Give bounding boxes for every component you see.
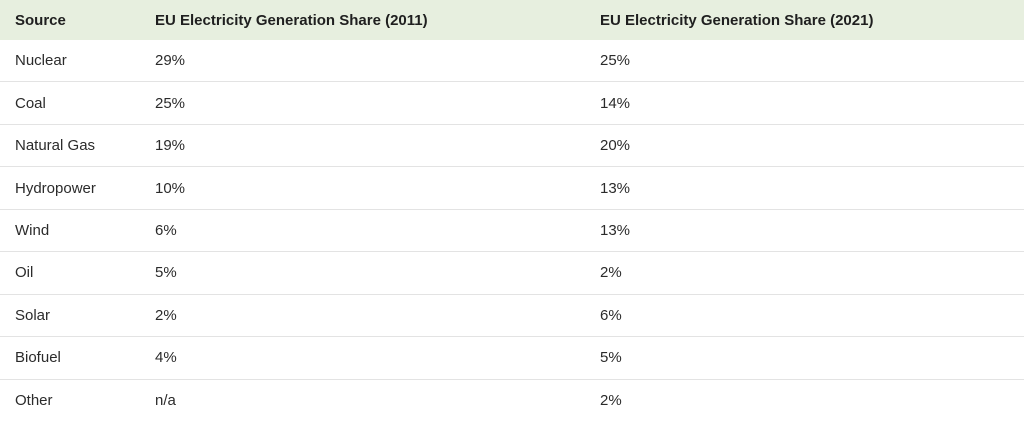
table-cell: Oil [15, 264, 34, 282]
table-cell: 13% [600, 179, 631, 197]
table-cell: Wind [15, 221, 50, 239]
table-cell: Biofuel [15, 349, 61, 367]
table-cell: 25% [600, 52, 631, 70]
table-cell: Other [15, 391, 53, 409]
table-cell: 19% [155, 137, 186, 155]
header-row: Source EU Electricity Generation Share (2… [0, 0, 1024, 40]
table-cell: 6% [155, 221, 177, 239]
table-cell: 2% [155, 306, 177, 324]
table-cell: 2% [600, 391, 622, 409]
table-row: Hydropower 10% 13% [0, 167, 1024, 210]
table-row: Wind 6% 13% [0, 210, 1024, 253]
header-cell: Source [15, 11, 66, 29]
table-cell: Natural Gas [15, 137, 96, 155]
table-cell: Hydropower [15, 179, 96, 197]
table-cell: 14% [600, 94, 631, 112]
table-row: Biofuel 4% 5% [0, 337, 1024, 380]
header-cell: EU Electricity Generation Share (2021) [600, 11, 874, 29]
table-cell: Nuclear [15, 52, 67, 70]
table-row: Other n/a 2% [0, 380, 1024, 421]
table-cell: 10% [155, 179, 186, 197]
table-cell: 20% [600, 137, 631, 155]
table-cell: 13% [600, 221, 631, 239]
table-cell: Solar [15, 306, 51, 324]
table-cell: 4% [155, 349, 177, 367]
table-row: Nuclear 29% 25% [0, 40, 1024, 83]
header-cell: EU Electricity Generation Share (2011) [155, 11, 428, 29]
table-cell: n/a [155, 391, 176, 409]
table-row: Solar 2% 6% [0, 295, 1024, 338]
table-cell: 29% [155, 52, 186, 70]
table-cell: 2% [600, 264, 622, 282]
table-cell: 6% [600, 306, 622, 324]
table-cell: 5% [600, 349, 622, 367]
table-cell: 5% [155, 264, 177, 282]
table-cell: Coal [15, 94, 46, 112]
table-row: Oil 5% 2% [0, 252, 1024, 295]
table-row: Natural Gas 19% 20% [0, 125, 1024, 168]
table-cell: 25% [155, 94, 186, 112]
table-row: Coal 25% 14% [0, 82, 1024, 125]
